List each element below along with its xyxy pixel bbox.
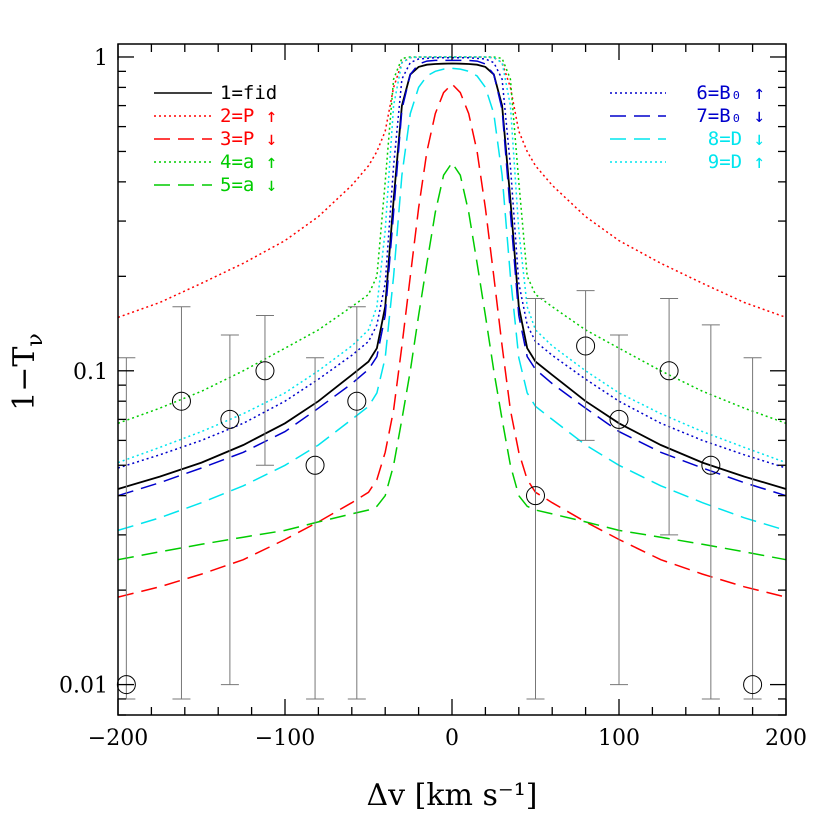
data-point-8 bbox=[576, 290, 596, 441]
series-line-7 bbox=[117, 59, 787, 497]
x-tick-label: 0 bbox=[445, 726, 459, 751]
data-point-marker bbox=[526, 486, 545, 506]
x-tick-label: 200 bbox=[765, 726, 807, 751]
data-point-10 bbox=[659, 297, 679, 536]
data-point-marker bbox=[701, 455, 721, 475]
data-point-marker bbox=[576, 336, 596, 356]
y-tick-label: 0.01 bbox=[59, 674, 108, 699]
series-line-4 bbox=[117, 56, 787, 425]
legend-label: 8=D ↓ bbox=[708, 128, 765, 150]
x-tick-label: −100 bbox=[255, 726, 315, 751]
data-point-marker bbox=[220, 409, 240, 429]
legend-item-4: 4=a ↑ bbox=[154, 151, 277, 173]
legend-label: 9=D ↑ bbox=[708, 151, 765, 173]
legend-item-4: 9=D ↑ bbox=[610, 151, 765, 173]
data-point-marker bbox=[743, 675, 763, 695]
legend-item-2: 2=P ↑ bbox=[154, 105, 277, 127]
data-point-1 bbox=[116, 357, 136, 700]
series-line-6 bbox=[117, 56, 787, 469]
data-points-layer bbox=[116, 290, 763, 700]
legend-label: 1=fid bbox=[220, 82, 277, 104]
series-line-3 bbox=[117, 82, 787, 598]
legend-item-1: 1=fid bbox=[154, 82, 277, 104]
legend-label: 6=B₀ ↑ bbox=[696, 82, 765, 104]
data-point-marker bbox=[305, 455, 325, 475]
series-line-5 bbox=[117, 161, 787, 561]
legend-item-2: 7=B₀ ↓ bbox=[610, 105, 765, 127]
y-axis-label-main: 1−T bbox=[7, 347, 42, 411]
legend-label: 3=P ↓ bbox=[220, 128, 277, 150]
legend-item-3: 3=P ↓ bbox=[154, 128, 277, 150]
legend-label: 7=B₀ ↓ bbox=[696, 105, 765, 127]
x-tick-label: 100 bbox=[598, 726, 640, 751]
series-line-2 bbox=[117, 56, 787, 319]
plot-frame bbox=[117, 43, 787, 716]
y-tick-label: 0.1 bbox=[73, 360, 108, 385]
legend-item-5: 5=a ↓ bbox=[154, 174, 277, 196]
data-point-9 bbox=[609, 334, 629, 686]
series-line-9 bbox=[117, 56, 787, 464]
data-point-3 bbox=[220, 334, 240, 686]
data-point-4 bbox=[255, 315, 275, 466]
legend-label: 2=P ↑ bbox=[220, 105, 277, 127]
legend-item-3: 8=D ↓ bbox=[610, 128, 765, 150]
series-line-8 bbox=[117, 67, 787, 532]
data-point-marker bbox=[171, 391, 191, 411]
x-axis-label: Δv [km s⁻¹] bbox=[367, 778, 538, 813]
data-point-7 bbox=[526, 297, 545, 700]
data-point-2 bbox=[171, 306, 191, 700]
legend-item-1: 6=B₀ ↑ bbox=[610, 82, 765, 104]
data-point-6 bbox=[347, 306, 367, 700]
data-point-marker bbox=[255, 361, 275, 381]
data-point-12 bbox=[743, 357, 763, 700]
series-line-1 bbox=[117, 62, 787, 490]
data-point-marker bbox=[347, 391, 367, 411]
y-axis-label: 1−Tν bbox=[7, 333, 48, 411]
y-axis-label-subscript: ν bbox=[23, 333, 48, 346]
series-layer bbox=[117, 56, 787, 598]
data-point-marker bbox=[659, 361, 679, 381]
axes-layer: −200 −100 0 100 200 0.01 0.1 1 bbox=[59, 43, 807, 751]
x-tick-label: −200 bbox=[88, 726, 148, 751]
y-tick-label: 1 bbox=[94, 46, 108, 71]
data-point-11 bbox=[701, 324, 721, 700]
legend-label: 4=a ↑ bbox=[220, 151, 277, 173]
data-point-5 bbox=[305, 357, 325, 700]
legend-label: 5=a ↓ bbox=[220, 174, 277, 196]
data-point-marker bbox=[609, 409, 629, 429]
